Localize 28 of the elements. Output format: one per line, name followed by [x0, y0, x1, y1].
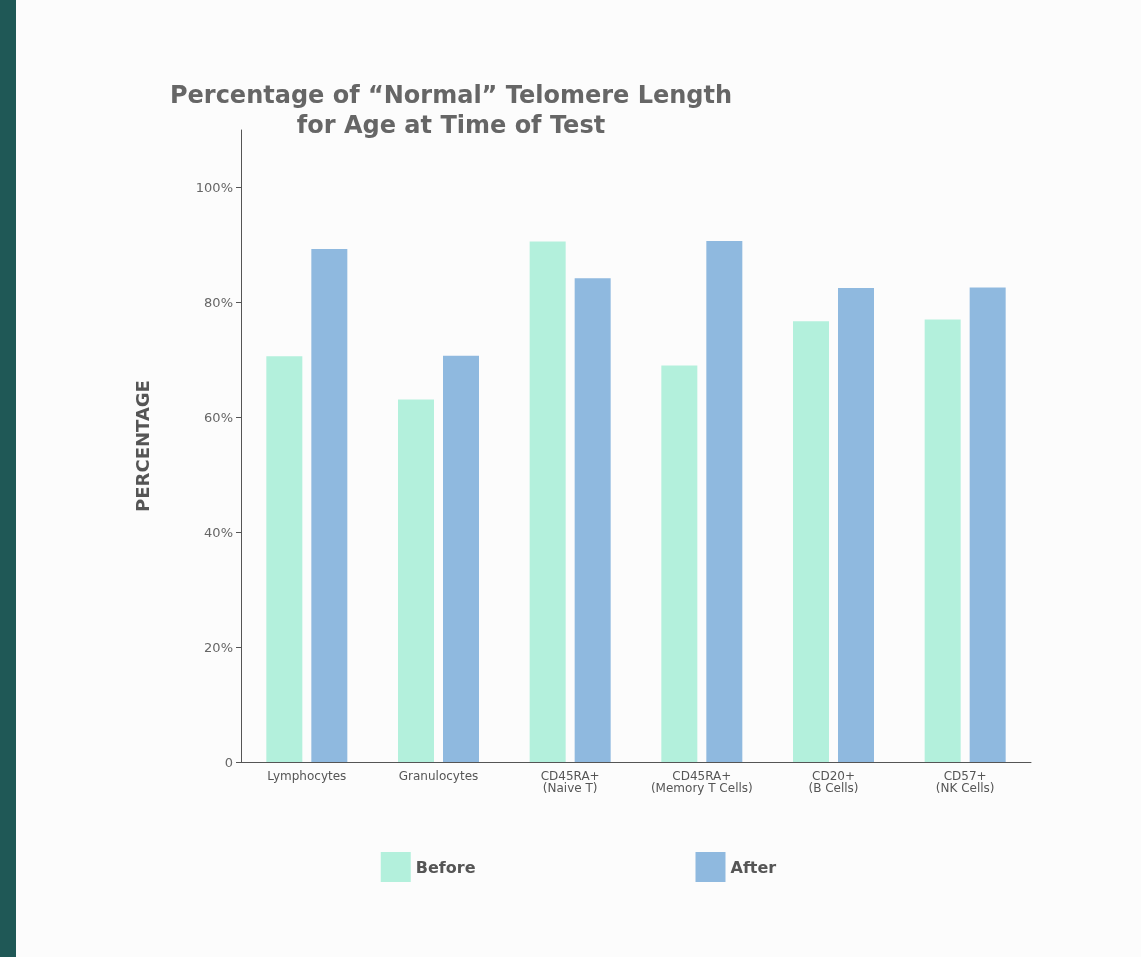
bar [443, 355, 479, 762]
y-tick-label: 20% [204, 639, 233, 655]
x-tick-label: CD20+ (B Cells) [808, 769, 859, 795]
bar [574, 278, 611, 762]
legend-label: Before [415, 857, 476, 877]
y-tick-label: 0 [224, 754, 233, 770]
y-axis-title: PERCENTAGE [131, 380, 153, 512]
bar [924, 319, 961, 762]
bar [838, 288, 874, 762]
bar [661, 365, 698, 762]
y-tick-label: 80% [204, 294, 233, 310]
bar [529, 241, 566, 762]
bar [793, 321, 829, 762]
chart-title: Percentage of “Normal” Telomere Length for Age at Time of Test [169, 81, 733, 139]
x-tick-label: Lymphocytes [267, 769, 347, 783]
y-tick-label: 60% [204, 409, 233, 425]
x-tick-label: CD57+ (NK Cells) [935, 769, 995, 795]
y-tick-label: 100% [195, 179, 233, 195]
x-tick-label: Granulocytes [398, 769, 479, 783]
bar [969, 287, 1006, 762]
legend-label: After [730, 857, 777, 877]
bar [706, 240, 743, 762]
y-tick-label: 40% [204, 524, 233, 540]
bar [311, 248, 348, 762]
bar [266, 356, 303, 762]
x-tick-label: CD45RA+ (Naive T) [540, 769, 600, 795]
bar [398, 399, 434, 762]
x-tick-label: CD45RA+ (Memory T Cells) [650, 769, 753, 795]
